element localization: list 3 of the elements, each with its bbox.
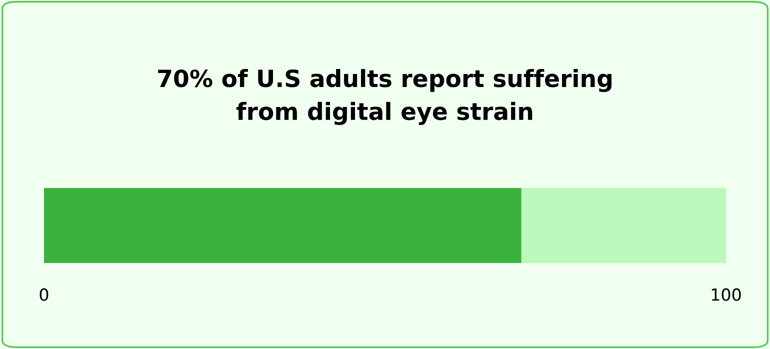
chart-title: 70% of U.S adults report suffering from digital eye strain (158, 69, 612, 125)
x-tick-label: 0 (40, 288, 48, 301)
x-tick-label: 100 (712, 288, 741, 301)
